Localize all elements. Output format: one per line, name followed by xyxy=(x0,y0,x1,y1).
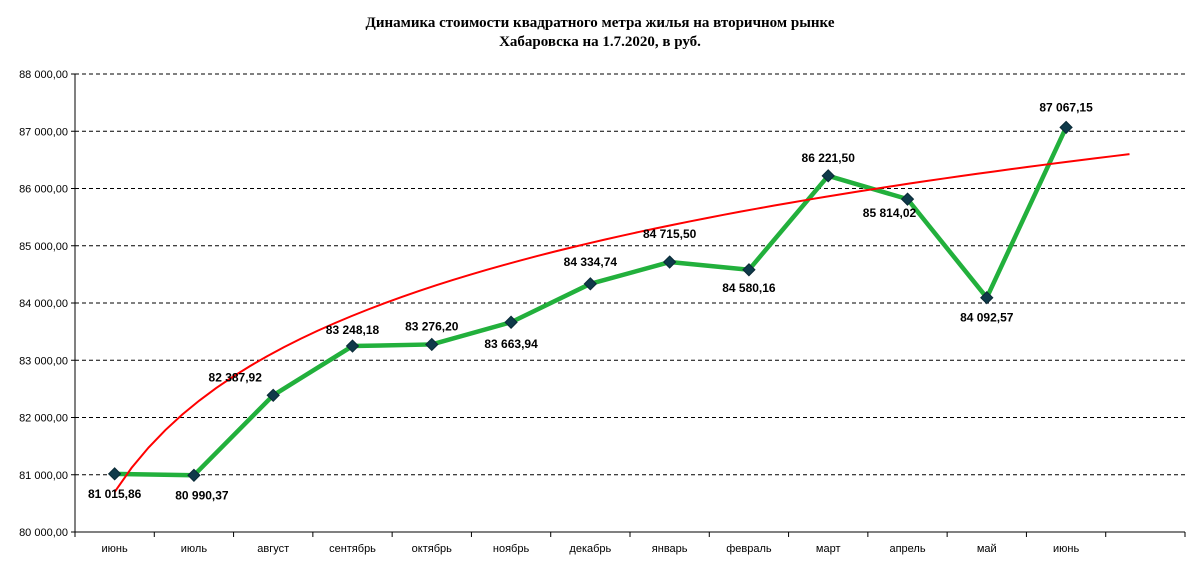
series-line-group xyxy=(112,125,1069,478)
data-labels-group: 81 015,86 80 990,37 82 387,92 83 248,18 83 2… xyxy=(88,100,1093,502)
marker-3 xyxy=(345,339,360,353)
data-label-11: 84 092,57 xyxy=(960,311,1014,325)
data-label-4: 83 276,20 xyxy=(405,319,459,333)
chart-title-line-1: Динамика стоимости квадратного метра жил… xyxy=(365,15,835,31)
x-tick-label-4: октябрь xyxy=(412,543,452,555)
data-label-7: 84 715,50 xyxy=(643,227,697,241)
y-tick-label-5: 85 000,00 xyxy=(19,241,68,253)
marker-9 xyxy=(821,169,835,183)
y-tick-label-8: 88 000,00 xyxy=(19,69,68,81)
x-tick-label-6: декабрь xyxy=(569,543,611,555)
y-tick-label-0: 80 000,00 xyxy=(19,527,68,539)
marker-2 xyxy=(266,388,280,402)
x-tick-label-2: август xyxy=(257,543,289,555)
x-tick-label-10: апрель xyxy=(889,543,925,555)
x-tick-label-5: ноябрь xyxy=(493,543,530,555)
data-label-6: 84 334,74 xyxy=(564,255,618,269)
y-tick-label-7: 87 000,00 xyxy=(19,126,68,138)
marker-5 xyxy=(504,315,518,329)
marker-8 xyxy=(742,263,756,277)
x-axis-ticks: июнь июль август сентябрь октябрь ноябрь декаб… xyxy=(74,532,1186,555)
marker-4 xyxy=(425,337,439,352)
marker-10 xyxy=(900,192,915,206)
x-tick-label-1: июль xyxy=(181,543,208,555)
y-tick-label-3: 83 000,00 xyxy=(19,355,68,367)
chart-title-line-2: Хабаровска на 1.7.2020, в руб. xyxy=(499,34,701,50)
y-tick-label-2: 82 000,00 xyxy=(19,413,68,425)
y-tick-label-4: 84 000,00 xyxy=(19,298,68,310)
data-label-0: 81 015,86 xyxy=(88,487,142,501)
x-tick-label-3: сентябрь xyxy=(329,543,376,555)
trendline xyxy=(113,153,1130,493)
chart-title: Динамика стоимости квадратного метра жил… xyxy=(0,14,1200,52)
data-label-5: 83 663,94 xyxy=(484,337,538,351)
data-label-12: 87 067,15 xyxy=(1039,100,1093,114)
markers-group xyxy=(107,120,1073,483)
marker-7 xyxy=(662,255,677,269)
marker-0 xyxy=(107,467,122,481)
data-label-1: 80 990,37 xyxy=(175,488,229,502)
marker-12 xyxy=(1059,120,1073,135)
data-label-9: 86 221,50 xyxy=(802,151,856,165)
y-axis-ticks: 80 000,00 81 000,00 82 000,00 83 000,00 84 0… xyxy=(19,69,75,539)
data-label-10: 85 814,02 xyxy=(863,206,917,220)
series-line xyxy=(112,125,1069,478)
data-label-3: 83 248,18 xyxy=(326,323,380,337)
marker-11 xyxy=(980,290,994,305)
x-tick-label-0: июнь xyxy=(102,543,128,555)
x-tick-label-8: февраль xyxy=(726,543,772,555)
x-tick-label-11: май xyxy=(977,543,997,555)
marker-1 xyxy=(187,468,201,483)
data-label-8: 84 580,16 xyxy=(722,281,776,295)
marker-6 xyxy=(583,277,598,291)
trendline-group xyxy=(113,153,1130,493)
x-tick-label-9: март xyxy=(816,543,841,555)
y-tick-label-6: 86 000,00 xyxy=(19,184,68,196)
x-tick-label-7: январь xyxy=(652,543,688,555)
y-tick-label-1: 81 000,00 xyxy=(19,470,68,482)
data-label-2: 82 387,92 xyxy=(209,370,263,384)
x-tick-label-12: июнь xyxy=(1053,543,1079,555)
